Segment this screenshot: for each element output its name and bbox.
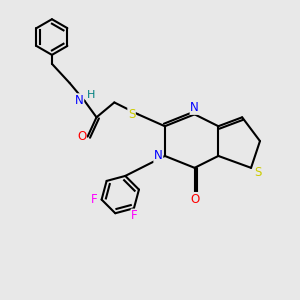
Text: N: N <box>190 101 199 114</box>
Text: S: S <box>254 166 261 179</box>
Text: N: N <box>75 94 84 107</box>
Text: N: N <box>154 149 163 162</box>
Text: O: O <box>190 193 199 206</box>
Text: F: F <box>131 209 138 222</box>
Text: S: S <box>128 108 135 121</box>
Text: H: H <box>87 90 95 100</box>
Text: O: O <box>77 130 86 143</box>
Text: F: F <box>91 193 98 206</box>
